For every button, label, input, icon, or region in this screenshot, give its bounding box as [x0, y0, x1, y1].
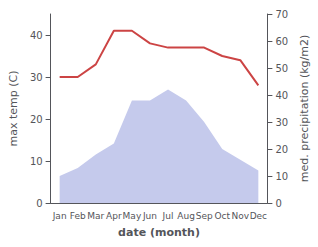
svg-text:Mar: Mar	[87, 211, 104, 221]
svg-text:Jan: Jan	[52, 211, 67, 221]
svg-text:Sep: Sep	[196, 211, 213, 221]
svg-text:Aug: Aug	[177, 211, 195, 221]
svg-text:max temp (C): max temp (C)	[7, 70, 20, 146]
svg-text:Feb: Feb	[70, 211, 86, 221]
svg-text:Nov: Nov	[231, 211, 249, 221]
svg-text:med. precipitation (kg/m2): med. precipitation (kg/m2)	[298, 35, 311, 183]
svg-text:0: 0	[275, 198, 281, 209]
svg-text:70: 70	[275, 9, 288, 20]
svg-text:Dec: Dec	[250, 211, 267, 221]
svg-text:20: 20	[30, 114, 43, 125]
svg-text:50: 50	[275, 63, 288, 74]
svg-text:date (month): date (month)	[118, 226, 200, 239]
svg-text:Jul: Jul	[162, 211, 174, 221]
svg-text:0: 0	[36, 198, 42, 209]
svg-text:20: 20	[275, 144, 288, 155]
svg-text:10: 10	[275, 171, 288, 182]
svg-text:40: 40	[275, 90, 288, 101]
svg-text:30: 30	[275, 117, 288, 128]
svg-text:Jun: Jun	[142, 211, 157, 221]
svg-text:60: 60	[275, 36, 288, 47]
svg-text:30: 30	[30, 72, 43, 83]
svg-text:Apr: Apr	[106, 211, 122, 221]
svg-text:10: 10	[30, 156, 43, 167]
svg-text:May: May	[123, 211, 142, 221]
svg-text:Oct: Oct	[214, 211, 230, 221]
svg-text:40: 40	[30, 30, 43, 41]
